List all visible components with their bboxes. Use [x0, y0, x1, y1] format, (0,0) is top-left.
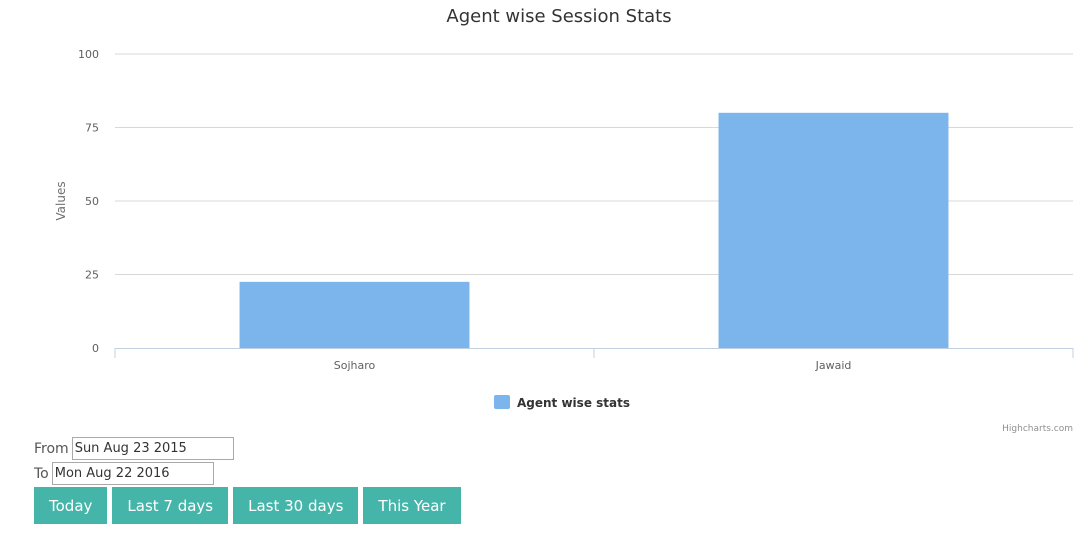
to-date-input[interactable]: [52, 462, 214, 485]
range-buttons: Today Last 7 days Last 30 days This Year: [34, 487, 466, 524]
bars: [240, 113, 949, 348]
this-year-button[interactable]: This Year: [363, 487, 460, 524]
chart-title: Agent wise Session Stats: [446, 6, 671, 27]
y-tick-label: 75: [85, 122, 99, 135]
last-7-days-button[interactable]: Last 7 days: [112, 487, 228, 524]
legend-label[interactable]: Agent wise stats: [517, 396, 630, 410]
bar-jawaid[interactable]: [719, 113, 949, 348]
to-row: To: [34, 461, 466, 486]
y-axis-title: Values: [54, 181, 68, 220]
y-tick-label: 0: [92, 342, 99, 355]
date-controls: From To Today Last 7 days Last 30 days T…: [34, 436, 466, 524]
legend[interactable]: Agent wise stats: [494, 395, 630, 410]
chart: Agent wise Session Stats Sojharo Jawaid 0…: [0, 0, 1090, 440]
y-axis: 0 25 50 75 100: [78, 48, 99, 355]
legend-swatch[interactable]: [494, 395, 510, 409]
from-label: From: [34, 441, 69, 457]
x-tick-label: Sojharo: [334, 359, 376, 372]
y-tick-label: 100: [78, 48, 99, 61]
y-tick-label: 25: [85, 269, 99, 282]
to-label: To: [34, 466, 49, 482]
y-tick-label: 50: [85, 195, 99, 208]
today-button[interactable]: Today: [34, 487, 107, 524]
last-30-days-button[interactable]: Last 30 days: [233, 487, 358, 524]
x-axis: Sojharo Jawaid: [115, 348, 1073, 372]
from-date-input[interactable]: [72, 437, 234, 460]
from-row: From: [34, 436, 466, 461]
bar-sojharo[interactable]: [240, 282, 470, 348]
x-tick-label: Jawaid: [815, 359, 852, 372]
credits-link[interactable]: Highcharts.com: [1002, 424, 1073, 434]
